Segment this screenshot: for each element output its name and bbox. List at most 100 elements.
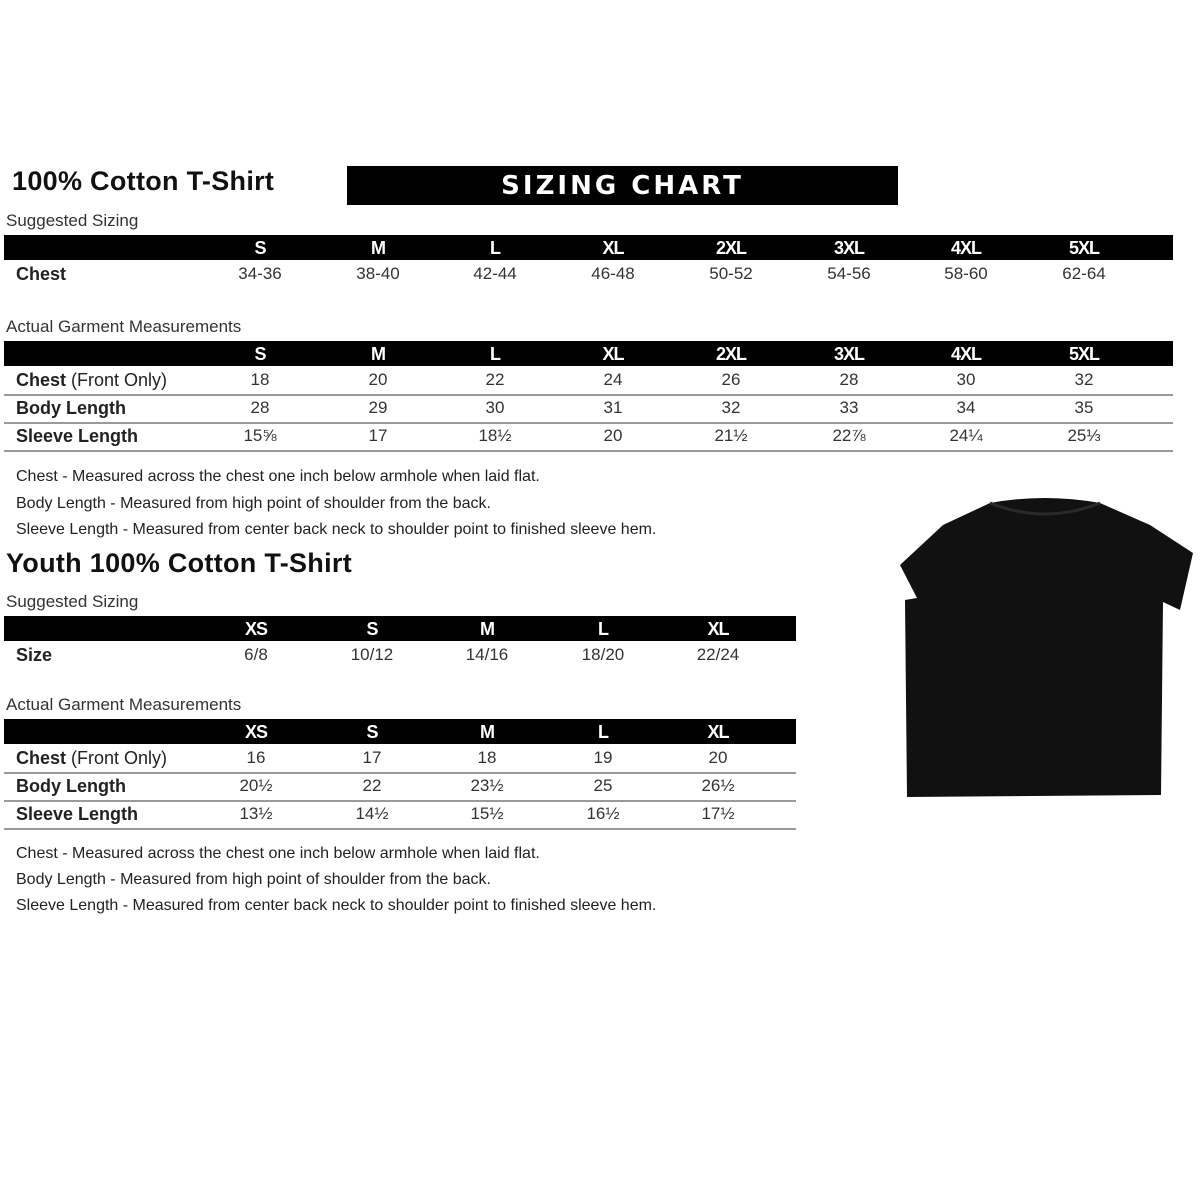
table-cell: 58-60 <box>944 264 988 283</box>
row-label-text: Sleeve Length <box>16 426 139 446</box>
table-cell: 23½ <box>470 776 504 795</box>
row-label: Body Length <box>16 394 126 422</box>
size-header-bar: XS S M L XL <box>4 719 796 744</box>
size-header-2xl: 2XL <box>715 344 747 364</box>
size-header-l: L <box>598 619 609 639</box>
row-label-text: Size <box>16 645 53 665</box>
table-cell: 20 <box>708 748 728 767</box>
table-cell: 25 <box>593 776 613 795</box>
size-header-s: S <box>254 238 266 258</box>
table-cell: 22/24 <box>696 645 740 664</box>
size-header-m: M <box>371 344 386 364</box>
table-cell: 18½ <box>478 426 512 445</box>
size-header-l: L <box>490 344 501 364</box>
table-row: Body Length 28 29 30 31 32 33 34 35 <box>4 394 1173 424</box>
table-cell: 30 <box>956 370 976 389</box>
size-header-l: L <box>490 238 501 258</box>
size-header-4xl: 4XL <box>950 238 982 258</box>
adult-actual-label: Actual Garment Measurements <box>6 317 242 336</box>
table-cell: 34-36 <box>238 264 282 283</box>
table-cell: 28 <box>839 370 859 389</box>
table-row: Body Length 20½ 22 23½ 25 26½ <box>4 772 796 802</box>
size-header-xl: XL <box>707 619 729 639</box>
size-header-l: L <box>598 722 609 742</box>
row-label-text: Body Length <box>16 398 126 418</box>
table-cell: 16 <box>246 748 266 767</box>
table-cell: 6/8 <box>244 645 268 664</box>
table-cell: 15½ <box>470 804 504 823</box>
table-cell: 19 <box>593 748 613 767</box>
youth-title: Youth 100% Cotton T-Shirt <box>6 548 352 578</box>
row-label-text: Chest <box>16 264 67 284</box>
table-cell: 62-64 <box>1062 264 1106 283</box>
row-label-text: Sleeve Length <box>16 804 139 824</box>
youth-note-sleeve: Sleeve Length - Measured from center bac… <box>16 897 657 914</box>
row-label-suffix: (Front Only) <box>66 748 168 768</box>
table-row: Chest (Front Only) 16 17 18 19 20 <box>4 744 796 774</box>
row-label-suffix: (Front Only) <box>66 370 168 390</box>
table-row: Sleeve Length 15⅝ 17 18½ 20 21½ 22⅞ 24¼ 25⅓ <box>4 422 1173 452</box>
table-cell: 25⅓ <box>1067 426 1101 445</box>
row-label: Size <box>16 641 52 669</box>
table-cell: 24¼ <box>949 426 983 445</box>
size-header-s: S <box>366 722 378 742</box>
table-cell: 18 <box>250 370 270 389</box>
adult-title: 100% Cotton T-Shirt <box>12 166 275 196</box>
table-row: Chest 34-36 38-40 42-44 46-48 50-52 54-56 58-60… <box>4 260 1173 288</box>
table-cell: 21½ <box>714 426 748 445</box>
size-header-s: S <box>254 344 266 364</box>
row-label-text: Body Length <box>16 776 126 796</box>
table-cell: 35 <box>1074 398 1094 417</box>
size-header-4xl: 4XL <box>950 344 982 364</box>
table-row: Sleeve Length 13½ 14½ 15½ 16½ 17½ <box>4 800 796 830</box>
table-cell: 29 <box>368 398 388 417</box>
size-header-bar: XS S M L XL <box>4 616 796 641</box>
row-label: Sleeve Length <box>16 800 138 828</box>
table-cell: 32 <box>1074 370 1094 389</box>
size-header-xs: XS <box>244 619 268 639</box>
table-cell: 38-40 <box>356 264 400 283</box>
table-cell: 32 <box>721 398 741 417</box>
table-cell: 42-44 <box>473 264 517 283</box>
table-cell: 26½ <box>701 776 735 795</box>
black-tshirt-icon <box>900 498 1193 797</box>
table-cell: 14½ <box>355 804 389 823</box>
row-label: Body Length <box>16 772 126 800</box>
table-cell: 14/16 <box>465 645 509 664</box>
youth-actual-label: Actual Garment Measurements <box>6 695 242 714</box>
size-header-m: M <box>480 722 495 742</box>
table-cell: 26 <box>721 370 741 389</box>
size-header-m: M <box>371 238 386 258</box>
table-cell: 20 <box>603 426 623 445</box>
table-cell: 24 <box>603 370 623 389</box>
table-cell: 10/12 <box>350 645 394 664</box>
table-cell: 50-52 <box>709 264 753 283</box>
size-header-s: S <box>366 619 378 639</box>
row-label-text: Chest <box>16 370 67 390</box>
row-label: Chest (Front Only) <box>16 366 167 394</box>
row-label: Sleeve Length <box>16 422 138 450</box>
table-cell: 15⅝ <box>243 426 277 445</box>
table-cell: 22⅞ <box>832 426 866 445</box>
size-header-bar: S M L XL 2XL 3XL 4XL 5XL <box>4 235 1173 260</box>
size-header-m: M <box>480 619 495 639</box>
row-label: Chest (Front Only) <box>16 744 167 772</box>
table-cell: 18 <box>477 748 497 767</box>
youth-note-chest: Chest - Measured across the chest one in… <box>16 845 540 862</box>
adult-note-sleeve: Sleeve Length - Measured from center bac… <box>16 521 657 538</box>
table-cell: 17½ <box>701 804 735 823</box>
table-cell: 33 <box>839 398 859 417</box>
table-cell: 20 <box>368 370 388 389</box>
adult-note-body: Body Length - Measured from high point o… <box>16 495 491 512</box>
size-header-5xl: 5XL <box>1068 238 1100 258</box>
table-cell: 16½ <box>586 804 620 823</box>
size-header-3xl: 3XL <box>833 344 865 364</box>
size-header-xl: XL <box>602 238 624 258</box>
table-cell: 54-56 <box>827 264 871 283</box>
size-header-3xl: 3XL <box>833 238 865 258</box>
adult-suggested-label: Suggested Sizing <box>6 211 139 230</box>
table-row: Chest (Front Only) 18 20 22 24 26 28 30 32 <box>4 366 1173 396</box>
youth-note-body: Body Length - Measured from high point o… <box>16 871 491 888</box>
table-cell: 30 <box>485 398 505 417</box>
table-cell: 18/20 <box>581 645 625 664</box>
